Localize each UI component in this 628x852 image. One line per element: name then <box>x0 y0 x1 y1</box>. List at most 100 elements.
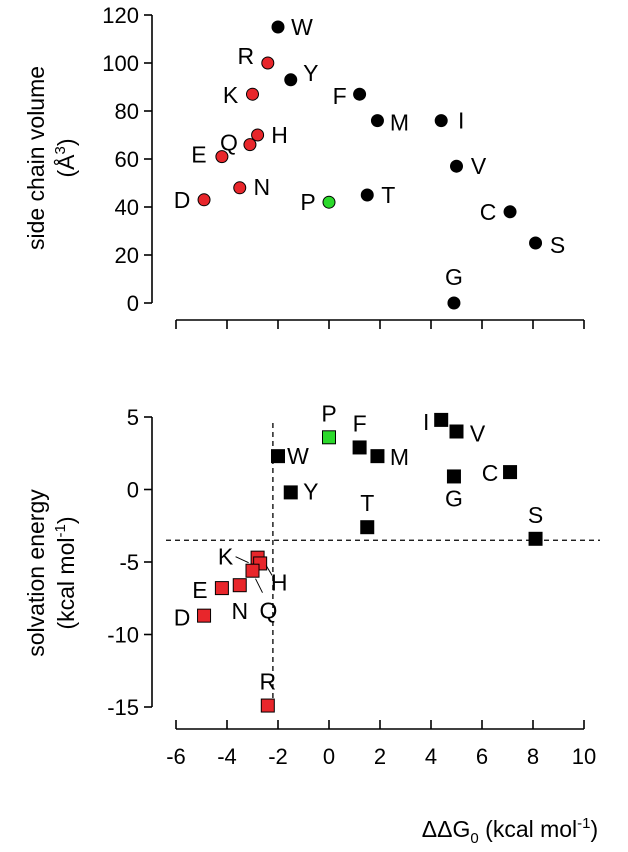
bottom-y-tick-label--5: -5 <box>119 550 139 575</box>
bottom-point-label-y: Y <box>303 478 318 504</box>
top-point-label-c: C <box>480 199 497 225</box>
top-point-e <box>215 150 229 164</box>
top-y-tick-label-120: 120 <box>102 3 139 28</box>
x-axis-title: ΔΔG0 (kcal mol-1) <box>422 815 598 847</box>
top-point-p <box>322 195 336 209</box>
top-point-w <box>271 20 285 34</box>
bottom-point-m <box>370 449 385 464</box>
bottom-point-label-w: W <box>287 443 309 469</box>
bottom-point-label-m: M <box>390 444 409 470</box>
bottom-point-label-k: K <box>218 544 234 570</box>
top-point-t <box>360 188 374 202</box>
bottom-y-tick-label-0: 0 <box>127 478 139 503</box>
top-y-axis-unit: (Å3) <box>52 138 79 177</box>
bottom-point-label-f: F <box>353 410 367 436</box>
top-point-n <box>233 181 247 195</box>
x-tick-label--6: -6 <box>166 744 186 769</box>
bottom-point-w <box>271 449 285 464</box>
bottom-point-q <box>245 563 260 578</box>
bottom-point-label-r: R <box>259 669 276 695</box>
top-point-label-q: Q <box>220 130 238 156</box>
top-point-label-k: K <box>223 82 239 108</box>
bottom-point-label-v: V <box>470 421 486 447</box>
bottom-point-e <box>214 581 229 596</box>
bottom-point-label-p: P <box>321 400 336 426</box>
top-point-q <box>243 138 257 152</box>
bottom-point-label-h: H <box>271 569 288 595</box>
top-point-m <box>370 114 384 128</box>
top-panel-volume: 0 20 40 60 80 100 120 side chain volume (Å3) W R Y K… <box>23 3 585 329</box>
bottom-point-n <box>232 578 247 593</box>
top-point-v <box>450 159 463 173</box>
bottom-y-tick-label--10: -10 <box>107 623 139 648</box>
bottom-point-label-t: T <box>360 490 374 516</box>
top-point-f <box>353 87 367 101</box>
bottom-point-label-c: C <box>482 460 499 486</box>
top-point-k <box>246 87 259 101</box>
top-y-tick-label-80: 80 <box>115 99 139 124</box>
top-y-tick-label-100: 100 <box>102 51 139 76</box>
top-point-label-s: S <box>550 232 565 258</box>
bottom-point-v <box>449 424 464 439</box>
arrow-h <box>265 565 273 576</box>
arrow-q <box>255 578 263 593</box>
bottom-point-d <box>197 608 212 623</box>
bottom-y-tick-label-5: 5 <box>127 405 139 430</box>
top-y-tick-label-40: 40 <box>115 195 139 220</box>
top-point-label-t: T <box>381 182 395 208</box>
x-tick-label-10: 10 <box>572 744 596 769</box>
bottom-point-y <box>283 485 298 500</box>
x-tick-label--2: -2 <box>268 744 288 769</box>
top-y-tick-label-60: 60 <box>115 147 139 172</box>
bottom-point-s <box>528 531 543 546</box>
x-tick-label-6: 6 <box>476 744 488 769</box>
top-point-label-r: R <box>237 43 254 69</box>
top-point-y <box>284 73 298 87</box>
top-point-h <box>251 128 265 142</box>
top-point-d <box>197 193 211 207</box>
top-point-label-m: M <box>390 110 409 136</box>
top-point-g <box>447 296 461 310</box>
bottom-point-label-i: I <box>423 409 429 435</box>
top-point-s <box>529 236 543 250</box>
top-point-label-v: V <box>471 153 487 179</box>
top-point-label-w: W <box>291 14 313 40</box>
bottom-point-i <box>434 412 449 427</box>
top-point-label-f: F <box>333 83 347 109</box>
bottom-panel-solvation: 5 0 -5 -10 -15 -6 -4 -2 0 2 4 6 8 10 solvation energy(… <box>23 400 600 847</box>
bottom-point-label-g: G <box>445 485 463 511</box>
bottom-point-label-e: E <box>192 577 207 603</box>
top-y-tick-label-20: 20 <box>115 243 139 268</box>
top-point-label-y: Y <box>303 60 318 86</box>
bottom-y-axis-unit: (kcal mol-1) <box>52 516 79 629</box>
top-point-label-g: G <box>445 264 463 290</box>
bottom-point-label-d: D <box>174 605 191 631</box>
bottom-point-g <box>446 469 461 484</box>
bottom-point-c <box>503 465 518 480</box>
bottom-point-label-n: N <box>231 598 248 624</box>
bottom-point-p <box>322 430 336 445</box>
top-point-label-n: N <box>253 174 270 200</box>
x-tick-label-0: 0 <box>323 744 335 769</box>
top-y-tick-label-0: 0 <box>127 291 139 316</box>
x-tick-label-8: 8 <box>527 744 539 769</box>
top-point-i <box>434 114 448 128</box>
top-point-label-p: P <box>300 189 315 215</box>
x-tick-label-4: 4 <box>425 744 437 769</box>
top-point-r <box>261 56 275 70</box>
bottom-point-r <box>260 698 275 713</box>
top-point-label-i: I <box>458 108 464 134</box>
top-y-axis-title: side chain volume <box>23 66 49 250</box>
bottom-point-label-s: S <box>528 502 543 528</box>
arrow-k <box>235 556 249 564</box>
top-point-label-d: D <box>174 187 191 213</box>
bottom-point-f <box>352 440 367 455</box>
top-point-label-e: E <box>191 142 206 168</box>
top-point-label-h: H <box>271 122 288 148</box>
x-tick-label--4: -4 <box>217 744 237 769</box>
bottom-point-label-q: Q <box>260 598 278 624</box>
bottom-y-tick-label--15: -15 <box>107 695 139 720</box>
top-point-c <box>503 205 517 219</box>
bottom-point-t <box>360 520 375 535</box>
